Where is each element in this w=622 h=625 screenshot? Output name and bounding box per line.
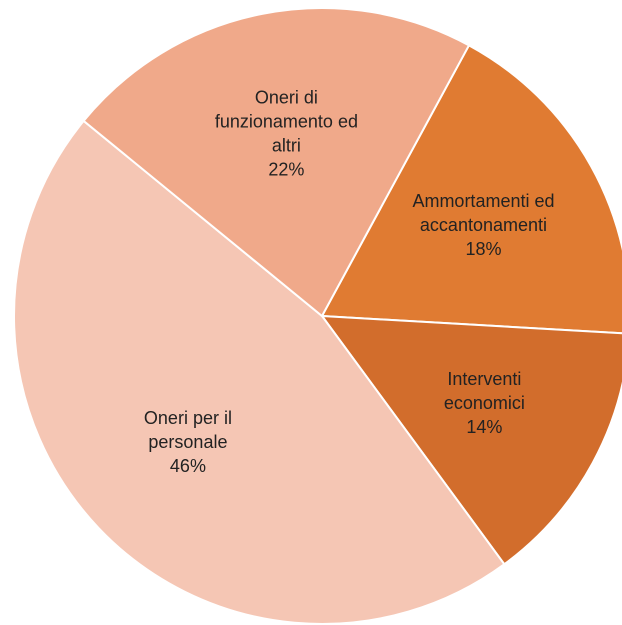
slice-label-line: altri (272, 135, 301, 155)
pie-slice (319, 314, 622, 566)
pie-slice (13, 119, 506, 625)
slice-value-label: 14% (466, 417, 502, 437)
slice-value-label: 46% (170, 456, 206, 476)
slice-label: Oneri per il personale 46% (144, 408, 232, 476)
slice-label-line: Ammortamenti ed (412, 191, 554, 211)
pie-slice (320, 43, 622, 335)
slice-label: Interventi economici 14% (444, 369, 525, 437)
slice-label-line: Oneri di (255, 87, 318, 107)
slice-label-line: Interventi (447, 369, 521, 389)
slice-value-label: 18% (465, 239, 501, 259)
slice-label: Oneri di funzionamento ed altri 22% (215, 87, 358, 179)
slice-label-line: funzionamento ed (215, 111, 358, 131)
slice-label-line: personale (148, 432, 227, 452)
slice-value-label: 22% (268, 159, 304, 179)
slice-label-line: Oneri per il (144, 408, 232, 428)
slice-label-line: accantonamenti (420, 215, 547, 235)
slice-label: Ammortamenti ed accantonamenti 18% (412, 191, 554, 259)
pie-slice (82, 7, 471, 318)
slice-label-line: economici (444, 393, 525, 413)
